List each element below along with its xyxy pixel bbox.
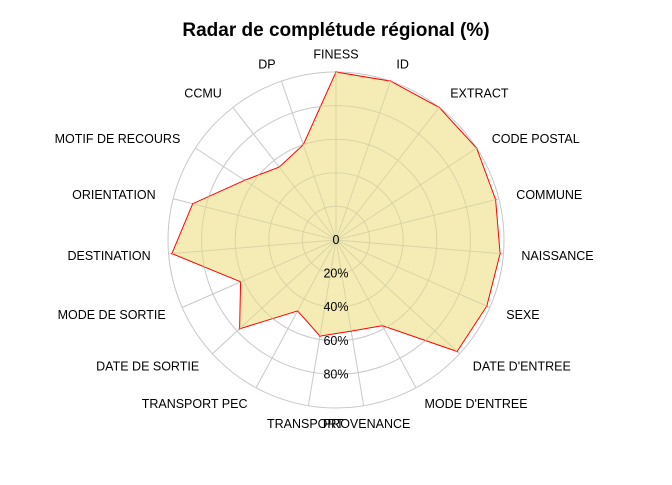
grid-spoke-inner [335,239,417,352]
axis-label-14: MODE DE SORTIE [58,308,166,322]
grid-spoke-inner [335,239,491,308]
radial-tick-labels: 0 20% 40% 60% 80% [323,233,348,381]
grid-spoke-inner [307,239,337,352]
grid-spoke-inner [335,80,392,241]
axis-label-9: MODE D'ENTREE [425,397,528,411]
data-outline [171,71,501,353]
grid-spoke-inner [335,239,460,352]
grid-spoke-inner [171,239,337,255]
axis-label-5: COMMUNE [516,188,582,202]
radial-tick-label-1: 0 [333,233,340,247]
axis-label-4: CODE POSTAL [492,132,580,146]
grid-spoke-inner [335,198,499,241]
grid-spoke-inner [173,198,337,241]
axis-label-11: TRANSPORT [267,417,344,431]
axis-label-19: DP [258,58,275,72]
grid-inner [171,72,501,352]
axis-label-1: FINESS [313,48,358,62]
grid-spoke-inner [335,107,440,241]
axis-label-16: ORIENTATION [72,188,156,202]
axis-label-2: ID [396,58,409,72]
radial-tick-label-5: 80% [323,367,348,381]
axis-label-8: DATE D'ENTREE [473,360,571,374]
grid-spoke-inner [335,239,365,352]
axis-label-13: DATE DE SORTIE [96,360,199,374]
radial-tick-label-3: 40% [323,300,348,314]
axis-label-12: TRANSPORT PEC [142,397,248,411]
axis-label-7: SEXE [506,308,539,322]
axis-label-10: PROVENANCE [323,417,411,431]
axis-label-17: MOTIF DE RECOURS [55,132,181,146]
grid-spoke-inner [335,239,501,255]
axis-label-18: CCMU [184,87,222,101]
grid-spoke-inner [335,147,477,241]
radial-tick-label-4: 60% [323,334,348,348]
radial-tick-label-2: 20% [323,267,348,281]
axis-label-6: NAISSANCE [521,249,593,263]
axis-labels: FINESS ID EXTRACT CODE POSTAL COMMUNE NAISSAN… [55,48,594,432]
axis-label-3: EXTRACT [450,87,509,101]
chart-title: Radar de complétude régional (%) [182,20,489,41]
axis-label-15: DESTINATION [67,249,150,263]
